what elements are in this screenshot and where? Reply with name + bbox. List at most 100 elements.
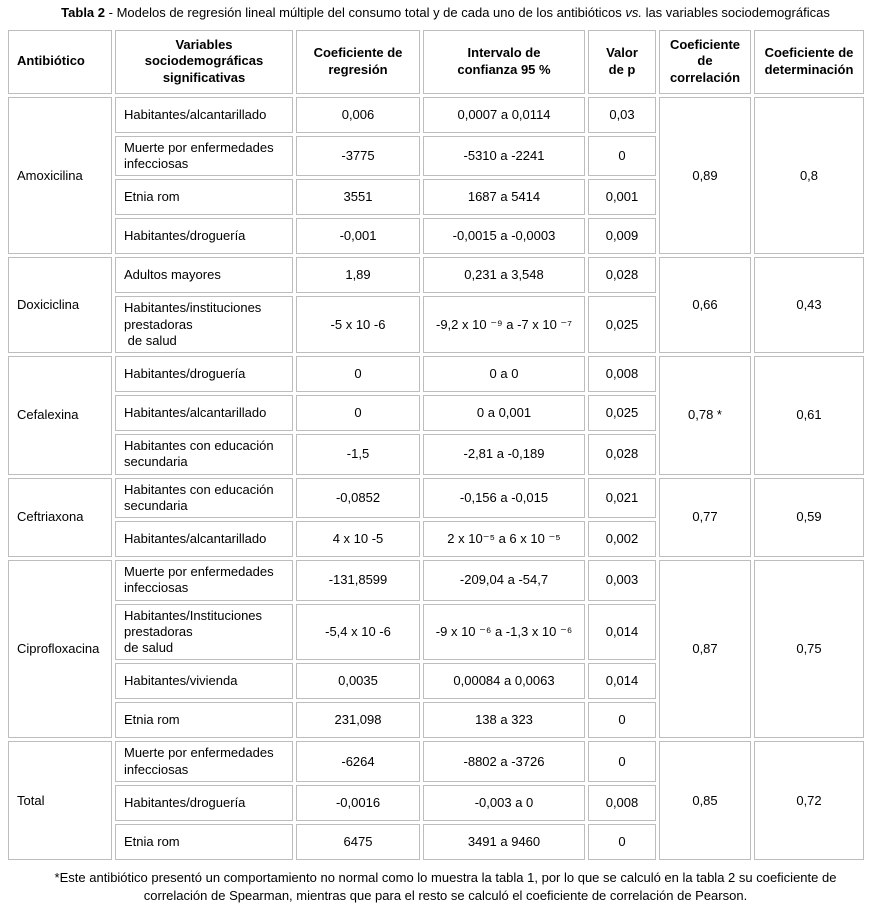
col-header-antibiotico: Antibiótico	[8, 29, 112, 94]
p-value-cell: 0,028	[588, 257, 656, 294]
p-value-cell: 0,028	[588, 434, 656, 475]
coefficient-cell: -0,001	[296, 218, 420, 255]
coefficient-cell: 4 x 10 -5	[296, 521, 420, 558]
correlation-cell: 0,89	[659, 96, 751, 255]
determination-cell: 0,61	[754, 356, 864, 475]
table-row: Habitantes/alcantarillado 4 x 10 -5 2 x …	[8, 521, 864, 558]
ci-cell: -9,2 x 10 ⁻⁹ a -7 x 10 ⁻⁷	[423, 296, 585, 354]
table-row: Habitantes/droguería -0,001 -0,0015 a -0…	[8, 218, 864, 255]
determination-cell: 0,8	[754, 96, 864, 255]
variable-cell: Habitantes/alcantarillado	[115, 96, 293, 133]
variable-cell: Etnia rom	[115, 823, 293, 860]
p-value-cell: 0,008	[588, 356, 656, 393]
coefficient-cell: 6475	[296, 823, 420, 860]
table-row: Cefalexina Habitantes/droguería 0 0 a 0 …	[8, 356, 864, 475]
variable-cell: Habitantes/droguería	[115, 784, 293, 821]
col-header-coeficiente-regresion: Coeficiente de regresión	[296, 29, 420, 94]
p-value-cell: 0,025	[588, 395, 656, 432]
coefficient-cell: 0,006	[296, 96, 420, 133]
table-row: Habitantes/instituciones prestadoras de …	[8, 296, 864, 354]
ci-cell: 0 a 0	[423, 356, 585, 393]
variable-cell: Habitantes/vivienda	[115, 663, 293, 700]
variable-cell: Habitantes/droguería	[115, 356, 293, 393]
p-value-cell: 0,002	[588, 521, 656, 558]
antibiotic-name-cell: Ceftriaxona	[8, 477, 112, 558]
coefficient-cell: -1,5	[296, 434, 420, 475]
footnote: *Este antibiótico presentó un comportami…	[54, 869, 837, 904]
p-value-cell: 0,021	[588, 477, 656, 519]
correlation-cell: 0,77	[659, 477, 751, 558]
p-value-cell: 0	[588, 741, 656, 782]
ci-cell: 0,231 a 3,548	[423, 257, 585, 294]
correlation-cell: 0,87	[659, 560, 751, 739]
correlation-cell: 0,85	[659, 741, 751, 860]
variable-cell: Habitantes con educación secundaria	[115, 477, 293, 519]
variable-cell: Habitantes/alcantarillado	[115, 521, 293, 558]
table-row: Muerte por enfermedades infecciosas -377…	[8, 135, 864, 177]
p-value-cell: 0,003	[588, 560, 656, 601]
table-row: Ciprofloxacina Muerte por enfermedades i…	[8, 560, 864, 739]
variable-cell: Etnia rom	[115, 179, 293, 216]
variable-cell: Muerte por enfermedades infecciosas	[115, 560, 293, 601]
variable-cell: Adultos mayores	[115, 257, 293, 294]
ci-cell: 3491 a 9460	[423, 823, 585, 860]
ci-cell: -0,003 a 0	[423, 784, 585, 821]
ci-cell: -0,0015 a -0,0003	[423, 218, 585, 255]
coefficient-cell: -131,8599	[296, 560, 420, 601]
p-value-cell: 0,014	[588, 603, 656, 661]
ci-cell: 138 a 323	[423, 702, 585, 739]
p-value-cell: 0	[588, 702, 656, 739]
ci-cell: -209,04 a -54,7	[423, 560, 585, 601]
coefficient-cell: 0	[296, 356, 420, 393]
coefficient-cell: -3775	[296, 135, 420, 177]
coefficient-cell: 0,0035	[296, 663, 420, 700]
determination-cell: 0,43	[754, 257, 864, 354]
correlation-cell: 0,78 *	[659, 356, 751, 475]
coefficient-cell: 1,89	[296, 257, 420, 294]
variable-cell: Etnia rom	[115, 702, 293, 739]
table-row: Habitantes/vivienda 0,0035 0,00084 a 0,0…	[8, 663, 864, 700]
table-row: Habitantes/alcantarillado 0 0 a 0,001 0,…	[8, 395, 864, 432]
ci-cell: -9 x 10 ⁻⁶ a -1,3 x 10 ⁻⁶	[423, 603, 585, 661]
p-value-cell: 0,009	[588, 218, 656, 255]
variable-cell: Muerte por enfermedades infecciosas	[115, 135, 293, 177]
col-header-valor-p: Valor de p	[588, 29, 656, 94]
coefficient-cell: 231,098	[296, 702, 420, 739]
table-header-row: Antibiótico Variables sociodemográficas …	[8, 29, 864, 94]
antibiotic-name-cell: Ciprofloxacina	[8, 560, 112, 739]
regression-table: Antibiótico Variables sociodemográficas …	[5, 27, 867, 863]
ci-cell: 0 a 0,001	[423, 395, 585, 432]
variable-cell: Muerte por enfermedades infecciosas	[115, 741, 293, 782]
coefficient-cell: -0,0852	[296, 477, 420, 519]
ci-cell: 0,00084 a 0,0063	[423, 663, 585, 700]
col-header-coeficiente-correlacion: Coeficiente de correlación	[659, 29, 751, 94]
table-row: Amoxicilina Habitantes/alcantarillado 0,…	[8, 96, 864, 255]
table-row: Doxiciclina Adultos mayores 1,89 0,231 a…	[8, 257, 864, 354]
variable-cell: Habitantes/alcantarillado	[115, 395, 293, 432]
title-text: - Modelos de regresión lineal múltiple d…	[105, 5, 626, 20]
determination-cell: 0,59	[754, 477, 864, 558]
variable-cell: Habitantes/instituciones prestadoras de …	[115, 296, 293, 354]
coefficient-cell: -6264	[296, 741, 420, 782]
p-value-cell: 0,03	[588, 96, 656, 133]
ci-cell: 0,0007 a 0,0114	[423, 96, 585, 133]
variable-cell: Habitantes/Instituciones prestadoras de …	[115, 603, 293, 661]
page-title: Tabla 2 - Modelos de regresión lineal mú…	[48, 5, 843, 22]
ci-cell: -8802 a -3726	[423, 741, 585, 782]
determination-cell: 0,75	[754, 560, 864, 739]
p-value-cell: 0	[588, 823, 656, 860]
ci-cell: -5310 a -2241	[423, 135, 585, 177]
col-header-coeficiente-determinacion: Coeficiente de determinación	[754, 29, 864, 94]
col-header-variables: Variables sociodemográficas significativ…	[115, 29, 293, 94]
coefficient-cell: 0	[296, 395, 420, 432]
correlation-cell: 0,66	[659, 257, 751, 354]
title-tail: las variables sociodemográficas	[641, 5, 830, 20]
table-row: Etnia rom 231,098 138 a 323 0	[8, 702, 864, 739]
p-value-cell: 0,014	[588, 663, 656, 700]
ci-cell: -0,156 a -0,015	[423, 477, 585, 519]
ci-cell: 2 x 10⁻⁵ a 6 x 10 ⁻⁵	[423, 521, 585, 558]
antibiotic-name-cell: Doxiciclina	[8, 257, 112, 354]
table-row: Etnia rom 3551 1687 a 5414 0,001	[8, 179, 864, 216]
coefficient-cell: -0,0016	[296, 784, 420, 821]
